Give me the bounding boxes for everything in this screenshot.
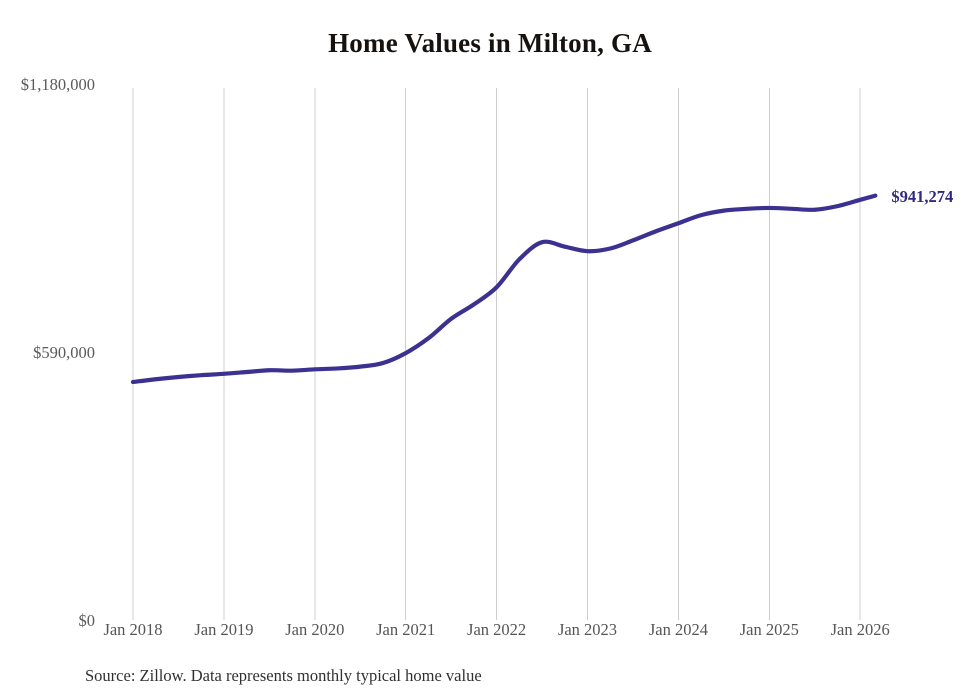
series-line-0: [130, 193, 878, 385]
x-axis-tick-label-jan-2021: Jan 2021: [376, 620, 436, 639]
x-axis-tick-label-jan-2020: Jan 2020: [285, 620, 345, 639]
gridlines: [132, 88, 861, 620]
series-lines: [130, 193, 878, 385]
x-axis-tick-label-jan-2019: Jan 2019: [194, 620, 254, 639]
y-axis-tick-label-zero: $0: [78, 611, 96, 630]
y-axis-tick-label-top: $1,180,000: [20, 75, 95, 94]
x-axis-tick-label-jan-2026: Jan 2026: [830, 620, 890, 639]
x-axis-tick-label-jan-2024: Jan 2024: [648, 620, 708, 639]
source-footnote: Source: Zillow. Data represents monthly …: [85, 666, 482, 685]
page-title: Home Values in Milton, GA: [328, 28, 652, 58]
x-axis-tick-label-jan-2023: Jan 2023: [557, 620, 618, 639]
x-axis-tick-label-jan-2022: Jan 2022: [467, 620, 527, 639]
endpoint-value-label: $941,274: [891, 186, 954, 206]
x-axis-tick-label-jan-2018: Jan 2018: [103, 620, 163, 639]
x-axis-tick-label-jan-2025: Jan 2025: [739, 620, 799, 639]
y-axis-tick-label-mid: $590,000: [33, 343, 95, 362]
